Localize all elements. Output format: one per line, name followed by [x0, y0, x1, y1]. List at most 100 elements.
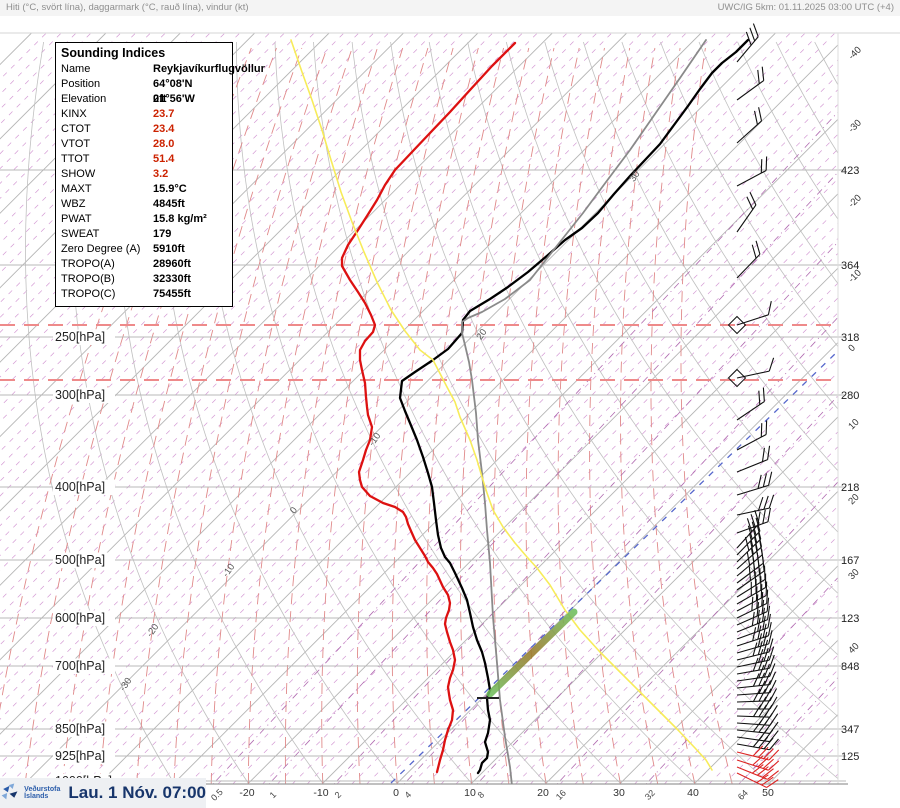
axis-label: 0 [846, 343, 858, 355]
indices-rows: Name Reykjavíkurflugvöllur Position 64°08'N… [61, 62, 265, 302]
axis-label: -20 [239, 787, 254, 799]
wind-barb [736, 471, 773, 496]
axis-label: 30 [627, 169, 642, 184]
wind-barb [736, 156, 768, 187]
index-value: 28960ft [153, 258, 191, 270]
index-value: 4845ft [153, 198, 185, 210]
indices-row: TROPO(C) 75455ft [61, 287, 232, 302]
axis-label: -10 [313, 787, 328, 799]
index-label: Position [61, 78, 101, 90]
axis-label: 300[hPa] [55, 388, 105, 402]
wind-barb [736, 621, 772, 647]
wind-barb [736, 589, 769, 619]
header-model-run-text: UWC/IG 5km: 01.11.2025 03:00 UTC (+4) [717, 2, 894, 13]
wind-barb [736, 671, 777, 689]
indices-row: TTOT 51.4 [61, 152, 232, 167]
indices-row: KINX 23.7 [61, 107, 232, 122]
index-value: 15.8 kg/m² [153, 213, 207, 225]
axis-label: 167 [841, 555, 859, 567]
indices-row: TROPO(A) 28960ft [61, 257, 232, 272]
index-label: Name [61, 63, 91, 75]
index-value: 179 [153, 228, 172, 240]
wind-barb [736, 638, 774, 661]
axis-label: 0.5 [209, 787, 225, 803]
wind-barb [727, 357, 775, 388]
axis-label: 364 [841, 260, 859, 272]
axis-label: 50 [762, 787, 774, 799]
indices-row: TROPO(B) 32330ft [61, 272, 232, 287]
axis-label: -10 [221, 562, 238, 580]
axis-label: 8 [476, 790, 487, 801]
axis-label: 2 [333, 790, 344, 801]
index-label: PWAT [61, 213, 92, 225]
axis-label: 123 [841, 613, 859, 625]
moist-adiabat-highlight-curve [290, 39, 713, 771]
axis-label: 0 [393, 787, 399, 799]
axis-label: 347 [841, 724, 859, 736]
wind-barb [736, 755, 780, 771]
axis-label: 218 [841, 482, 859, 494]
index-value: 23.7 [153, 108, 175, 120]
axis-label: 40 [687, 787, 699, 799]
mixing-ratio-highlight [486, 608, 578, 698]
wind-barb [736, 735, 779, 751]
indices-row: WBZ 4845ft [61, 197, 232, 212]
index-label: Zero Degree (A) [61, 243, 141, 255]
wind-barb [736, 192, 757, 233]
axis-label: 10 [464, 787, 476, 799]
vedurstofa-logo [1, 783, 18, 800]
axis-label: 400[hPa] [55, 480, 105, 494]
index-value: 23.4 [153, 123, 175, 135]
wind-barb [736, 772, 779, 788]
axis-label: 250[hPa] [55, 330, 105, 344]
wind-barb [736, 654, 775, 675]
axis-label: 4 [403, 790, 414, 801]
wind-barb [736, 630, 773, 654]
footer-bar: Veðurstofa Íslands Lau. 1 Nóv. 07:00 [0, 778, 206, 808]
index-label: CTOT [61, 123, 91, 135]
indices-row: SHOW 3.2 [61, 167, 232, 182]
tropopause-lines [0, 324, 838, 381]
wind-barb [736, 23, 759, 63]
axis-label: 925[hPa] [55, 749, 105, 763]
axis-label: 125 [841, 751, 859, 763]
sounding-indices-panel: Sounding Indices Name Reykjavíkurflugvöll… [55, 42, 265, 307]
index-label: TROPO(A) [61, 258, 115, 270]
index-value: 15.9°C [153, 183, 187, 195]
index-label: TROPO(B) [61, 273, 115, 285]
axis-label: 20 [474, 327, 489, 342]
mixing-ratio-highlight [486, 608, 578, 698]
index-value: 3.2 [153, 168, 169, 180]
wind-barb [736, 581, 768, 612]
axis-label: 280 [841, 390, 859, 402]
wind-barb [736, 420, 768, 451]
axis-label: 600[hPa] [55, 611, 105, 625]
index-value: 51.4 [153, 153, 175, 165]
wind-barb [736, 240, 761, 279]
wind-barb [736, 107, 763, 144]
axis-label: -40 [846, 45, 863, 62]
axis-label: 30 [613, 787, 625, 799]
axis-label: 30 [846, 567, 861, 582]
wind-barb [736, 387, 765, 421]
indices-row: SWEAT 179 [61, 227, 232, 242]
valid-datetime-label: Lau. 1 Nóv. 07:00 [68, 783, 206, 802]
wind-barb [736, 663, 776, 682]
axis-label: 848 [841, 661, 859, 673]
axis-label: 500[hPa] [55, 553, 105, 567]
index-label: WBZ [61, 198, 86, 210]
axis-label: -20 [145, 622, 162, 640]
axis-label: 32 [643, 788, 657, 802]
axis-label: 20 [846, 492, 861, 507]
axis-label: 0 [288, 505, 300, 516]
dewpoint-curve [340, 41, 517, 774]
axis-label: -30 [846, 118, 863, 135]
tropopause-diamond-marker [727, 368, 747, 388]
index-label: SHOW [61, 168, 96, 180]
index-label: Elevation [61, 93, 107, 105]
header-legend-text: Hiti (°C, svört lína), daggarmark (°C, r… [6, 2, 249, 13]
wind-barb [736, 525, 762, 563]
indices-row: Name Reykjavíkurflugvöllur [61, 62, 265, 77]
wind-barb [736, 679, 777, 696]
